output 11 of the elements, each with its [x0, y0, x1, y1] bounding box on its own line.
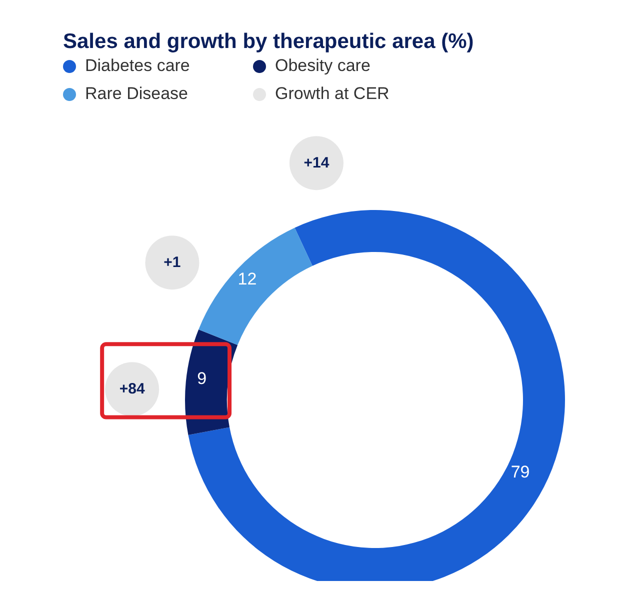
data-label: 79 [510, 462, 530, 482]
legend-label: Growth at CER [275, 84, 390, 104]
data-label: 12 [238, 269, 257, 288]
text: +14 [304, 154, 330, 172]
legend-label: Diabetes care [85, 56, 190, 76]
chart-title: Sales and growth by therapeutic area (%) [63, 30, 474, 54]
data-label: 9 [197, 369, 207, 388]
text: +84 [119, 380, 145, 398]
legend-label: Rare Disease [85, 84, 188, 104]
legend-label: Obesity care [275, 56, 370, 76]
text: +1 [164, 254, 181, 272]
